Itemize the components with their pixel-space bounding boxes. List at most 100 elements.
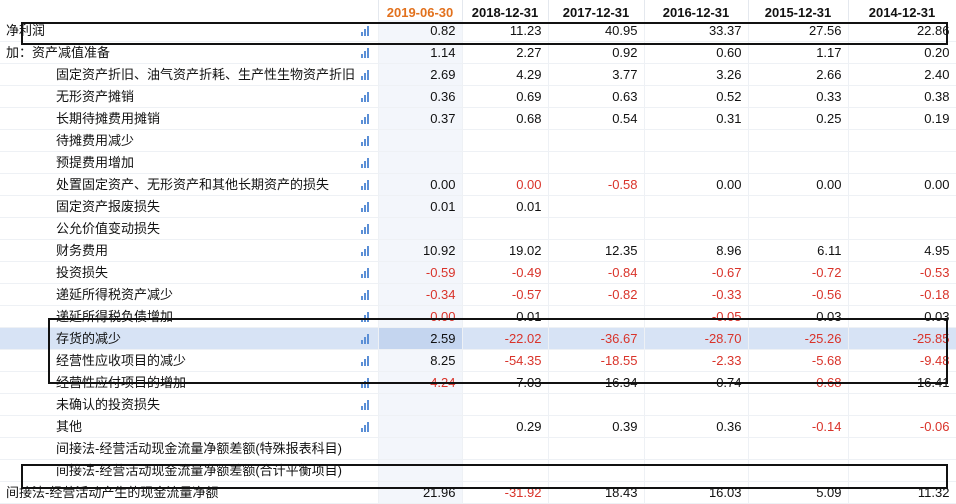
row-label: 经营性应收项目的减少 [56,353,187,368]
value-cell: 18.43 [548,481,645,504]
bar-chart-icon[interactable] [360,157,372,168]
value-cell [644,129,749,152]
column-header-2017-12-31[interactable]: 2017-12-31 [548,0,645,20]
value-cell: 0.01 [462,305,549,328]
bar-chart-icon[interactable] [360,179,372,190]
value-cell: 3.77 [548,63,645,86]
value-cell: -5.68 [748,349,849,372]
row-label-cell: 预提费用增加 [0,151,379,174]
value-cell: -0.33 [644,283,749,306]
table-row[interactable]: 财务费用 10.92 19.02 12.35 8.96 6.11 4.95 [0,239,956,262]
column-header-2014-12-31[interactable]: 2014-12-31 [848,0,956,20]
value-cell [848,437,956,460]
value-cell: 10.92 [378,239,463,262]
value-cell: 33.37 [644,20,749,42]
table-row[interactable]: 投资损失 -0.59 -0.49 -0.84 -0.67 -0.72 -0.53 [0,261,956,284]
table-row[interactable]: 经营性应付项目的增加 -4.24 7.03 16.34 0.74 -0.68 16.41 [0,371,956,394]
value-cell: 0.63 [548,85,645,108]
column-header-2016-12-31[interactable]: 2016-12-31 [644,0,749,20]
value-cell: 0.69 [462,85,549,108]
column-header-2018-12-31[interactable]: 2018-12-31 [462,0,549,20]
row-label: 处置固定资产、无形资产和其他长期资产的损失 [56,177,330,192]
value-cell: -31.92 [462,481,549,504]
row-label-cell: 间接法-经营活动现金流量净额差额(合计平衡项目) [0,459,379,482]
value-cell [378,151,463,174]
table-row[interactable]: 固定资产报废损失 0.01 0.01 [0,195,956,218]
value-cell [848,151,956,174]
row-label: 其他 [56,419,83,434]
table-row[interactable]: 间接法-经营活动产生的现金流量净额 21.96 -31.92 18.43 16.03 5.… [0,481,956,504]
table-row[interactable]: 长期待摊费用摊销 0.37 0.68 0.54 0.31 0.25 0.19 [0,107,956,130]
value-cell: 0.36 [644,415,749,438]
row-label-cell: 净利润 [0,20,379,42]
row-label: 加：资产减值准备 [6,45,111,60]
value-cell: 11.32 [848,481,956,504]
column-header-2015-12-31[interactable]: 2015-12-31 [748,0,849,20]
value-cell: 27.56 [748,20,849,42]
row-label: 固定资产折旧、油气资产折耗、生产性生物资产折旧 [56,67,356,82]
bar-chart-icon[interactable] [360,421,372,432]
table-row[interactable]: 固定资产折旧、油气资产折耗、生产性生物资产折旧 2.69 4.29 3.77 3.26 2… [0,63,956,86]
table-row[interactable]: 净利润 0.82 11.23 40.95 33.37 27.56 22.86 [0,20,956,42]
value-cell: -0.14 [748,415,849,438]
column-header-2019-06-30[interactable]: 2019-06-30 [378,0,463,20]
value-cell: -0.06 [848,415,956,438]
bar-chart-icon[interactable] [360,311,372,322]
value-cell: 0.00 [848,173,956,196]
value-cell: 0.20 [848,41,956,64]
bar-chart-icon[interactable] [360,289,372,300]
bar-chart-icon[interactable] [360,25,372,36]
value-cell [644,151,749,174]
bar-chart-icon[interactable] [360,399,372,410]
value-cell: 2.66 [748,63,849,86]
table-row[interactable]: 未确认的投资损失 [0,393,956,416]
bar-chart-icon[interactable] [360,201,372,212]
value-cell [748,393,849,416]
header-blank [0,0,379,20]
value-cell [548,459,645,482]
value-cell [548,217,645,240]
table-row[interactable]: 间接法-经营活动现金流量净额差额(合计平衡项目) [0,459,956,482]
value-cell: 5.09 [748,481,849,504]
bar-chart-icon[interactable] [360,135,372,146]
row-label: 间接法-经营活动现金流量净额差额(特殊报表科目) [56,441,342,456]
row-label: 存货的减少 [56,331,122,346]
value-cell [748,151,849,174]
table-row[interactable]: 其他 0.29 0.39 0.36 -0.14 -0.06 [0,415,956,438]
row-label-cell: 公允价值变动损失 [0,217,379,240]
value-cell [378,393,463,416]
value-cell: 0.92 [548,41,645,64]
row-label-cell: 间接法-经营活动产生的现金流量净额 [0,481,379,504]
value-cell [548,129,645,152]
bar-chart-icon[interactable] [360,113,372,124]
value-cell: 0.00 [378,173,463,196]
value-cell [378,415,463,438]
table-row[interactable]: 间接法-经营活动现金流量净额差额(特殊报表科目) [0,437,956,460]
table-row[interactable]: 处置固定资产、无形资产和其他长期资产的损失 0.00 0.00 -0.58 0.00 0.… [0,173,956,196]
bar-chart-icon[interactable] [360,245,372,256]
bar-chart-icon[interactable] [360,333,372,344]
table-row[interactable]: 存货的减少 2.59 -22.02 -36.67 -28.70 -25.26 -25.85 [0,327,956,350]
bar-chart-icon[interactable] [360,47,372,58]
row-label-cell: 间接法-经营活动现金流量净额差额(特殊报表科目) [0,437,379,460]
table-row[interactable]: 经营性应收项目的减少 8.25 -54.35 -18.55 -2.33 -5.68 -9.4… [0,349,956,372]
bar-chart-icon[interactable] [360,377,372,388]
table-row[interactable]: 加：资产减值准备 1.14 2.27 0.92 0.60 1.17 0.20 [0,41,956,64]
value-cell [748,129,849,152]
value-cell [548,151,645,174]
bar-chart-icon[interactable] [360,355,372,366]
value-cell: 0.00 [462,173,549,196]
table-row[interactable]: 递延所得税资产减少 -0.34 -0.57 -0.82 -0.33 -0.56 -0.18 [0,283,956,306]
value-cell: 2.40 [848,63,956,86]
bar-chart-icon[interactable] [360,223,372,234]
bar-chart-icon[interactable] [360,69,372,80]
bar-chart-icon[interactable] [360,91,372,102]
value-cell: 0.19 [848,107,956,130]
bar-chart-icon[interactable] [360,267,372,278]
table-row[interactable]: 公允价值变动损失 [0,217,956,240]
table-row[interactable]: 递延所得税负债增加 0.00 0.01 -0.05 0.03 0.03 [0,305,956,328]
value-cell [644,459,749,482]
table-row[interactable]: 无形资产摊销 0.36 0.69 0.63 0.52 0.33 0.38 [0,85,956,108]
table-row[interactable]: 待摊费用减少 [0,129,956,152]
table-row[interactable]: 预提费用增加 [0,151,956,174]
